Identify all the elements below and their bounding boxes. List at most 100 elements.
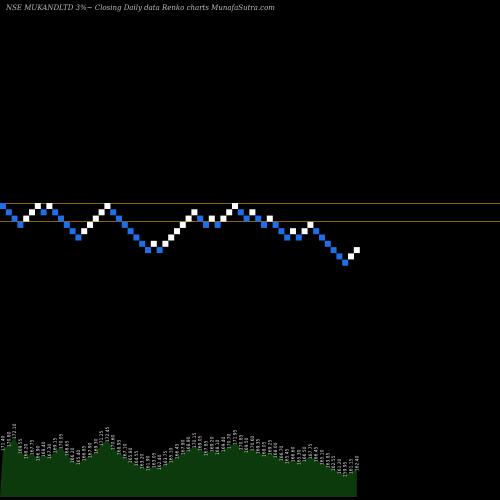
volume-label: 166.85 (82, 445, 88, 461)
volume-label: 163.85 (325, 452, 331, 468)
volume-label: 170.60 (250, 435, 256, 451)
volume-label: 169.35 (256, 438, 262, 454)
volume-label: 165.80 (128, 447, 134, 463)
renko-brick (5, 209, 12, 216)
volume-label: 168.20 (24, 443, 30, 459)
renko-brick (307, 221, 314, 228)
volume-label: 170.15 (192, 432, 198, 448)
volume-label: 170.05 (59, 433, 65, 449)
volume-label: 168.65 (64, 440, 70, 456)
renko-brick (145, 247, 151, 254)
renko-brick (0, 203, 6, 209)
volume-label: 162.40 (354, 455, 360, 471)
renko-brick (87, 221, 93, 228)
volume-label: 168.95 (117, 439, 123, 455)
renko-brick (295, 234, 302, 241)
renko-brick (81, 228, 88, 235)
volume-label: 167.10 (122, 443, 128, 459)
volume-label: 169.30 (93, 438, 99, 454)
renko-brick (127, 228, 134, 235)
volume-label: 166.60 (291, 446, 297, 462)
renko-brick (348, 253, 354, 260)
renko-brick (121, 221, 128, 228)
volume-label: 170.60 (111, 434, 117, 450)
volume-label: 165.45 (285, 448, 291, 464)
renko-brick (150, 240, 157, 247)
volume-label: 169.40 (221, 436, 227, 452)
reference-lines (0, 203, 500, 222)
volume-label: 167.75 (30, 439, 36, 455)
volume-label: 170.80 (6, 431, 12, 447)
renko-brick (23, 215, 30, 222)
renko-brick (313, 228, 320, 235)
volume-label: 172.45 (105, 426, 111, 442)
volume-label: 169.25 (267, 439, 273, 455)
renko-bricks (0, 203, 360, 266)
renko-brick (116, 215, 122, 222)
renko-brick (255, 215, 262, 222)
renko-brick (191, 209, 198, 216)
renko-brick (58, 215, 64, 222)
renko-brick (69, 228, 76, 235)
volume-label: 166.45 (175, 443, 181, 459)
renko-brick (92, 215, 99, 222)
renko-brick (75, 234, 82, 241)
volume-label: 170.70 (227, 433, 233, 449)
renko-brick (185, 215, 192, 222)
volume-label: 168.40 (41, 441, 47, 457)
renko-brick (220, 215, 227, 222)
volume-label: 166.45 (314, 446, 320, 462)
renko-brick (249, 209, 256, 216)
renko-brick (226, 209, 233, 216)
volume-label: 167.75 (308, 443, 314, 459)
renko-brick (29, 209, 35, 216)
renko-brick (168, 234, 175, 241)
renko-brick (63, 221, 70, 228)
volume-label: 165.40 (76, 449, 82, 465)
renko-brick (342, 259, 349, 266)
renko-brick (243, 215, 250, 222)
renko-brick (139, 240, 146, 247)
volume-fill (0, 437, 357, 497)
volume-label: 167.80 (180, 439, 186, 455)
renko-brick (330, 247, 337, 254)
volume-label: 166.90 (35, 445, 41, 461)
volume-label: 169.05 (198, 435, 204, 451)
renko-brick (34, 203, 41, 209)
volume-label: 166.50 (302, 446, 308, 462)
volume-label: 168.10 (215, 439, 221, 455)
volume-label: 171.40 (1, 435, 7, 451)
volume-label: 168.90 (186, 436, 192, 452)
renko-brick (324, 240, 331, 247)
renko-brick (208, 215, 215, 222)
volume-label: 167.90 (88, 442, 94, 458)
volume-label: 162.40 (157, 454, 163, 470)
renko-brick (40, 209, 47, 216)
volume-label: 161.90 (146, 455, 152, 471)
volume-label: 171.25 (99, 430, 105, 446)
volume-label: 170.85 (238, 434, 244, 450)
volume-label: 163.05 (151, 452, 157, 468)
volume-label: 162.55 (331, 455, 337, 471)
renko-brick (46, 203, 53, 209)
renko-brick (237, 209, 244, 216)
volume-label: 165.10 (320, 449, 326, 465)
volume-label: 164.55 (134, 450, 140, 466)
renko-brick (156, 247, 163, 254)
renko-brick (319, 234, 325, 241)
renko-brick (104, 203, 111, 209)
volume-label: 161.20 (337, 458, 343, 474)
renko-brick (301, 228, 308, 235)
volume-label: 166.70 (279, 445, 285, 461)
renko-brick (174, 228, 180, 235)
renko-brick (98, 209, 105, 216)
volume-label: 167.85 (204, 440, 210, 456)
volume-label: 161.15 (349, 458, 355, 474)
volume-label: 163.75 (163, 450, 169, 466)
volume-label: 169.55 (18, 438, 24, 454)
renko-brick (284, 234, 291, 241)
renko-brick (232, 203, 238, 209)
renko-brick (179, 221, 186, 228)
volume-area (0, 437, 357, 497)
